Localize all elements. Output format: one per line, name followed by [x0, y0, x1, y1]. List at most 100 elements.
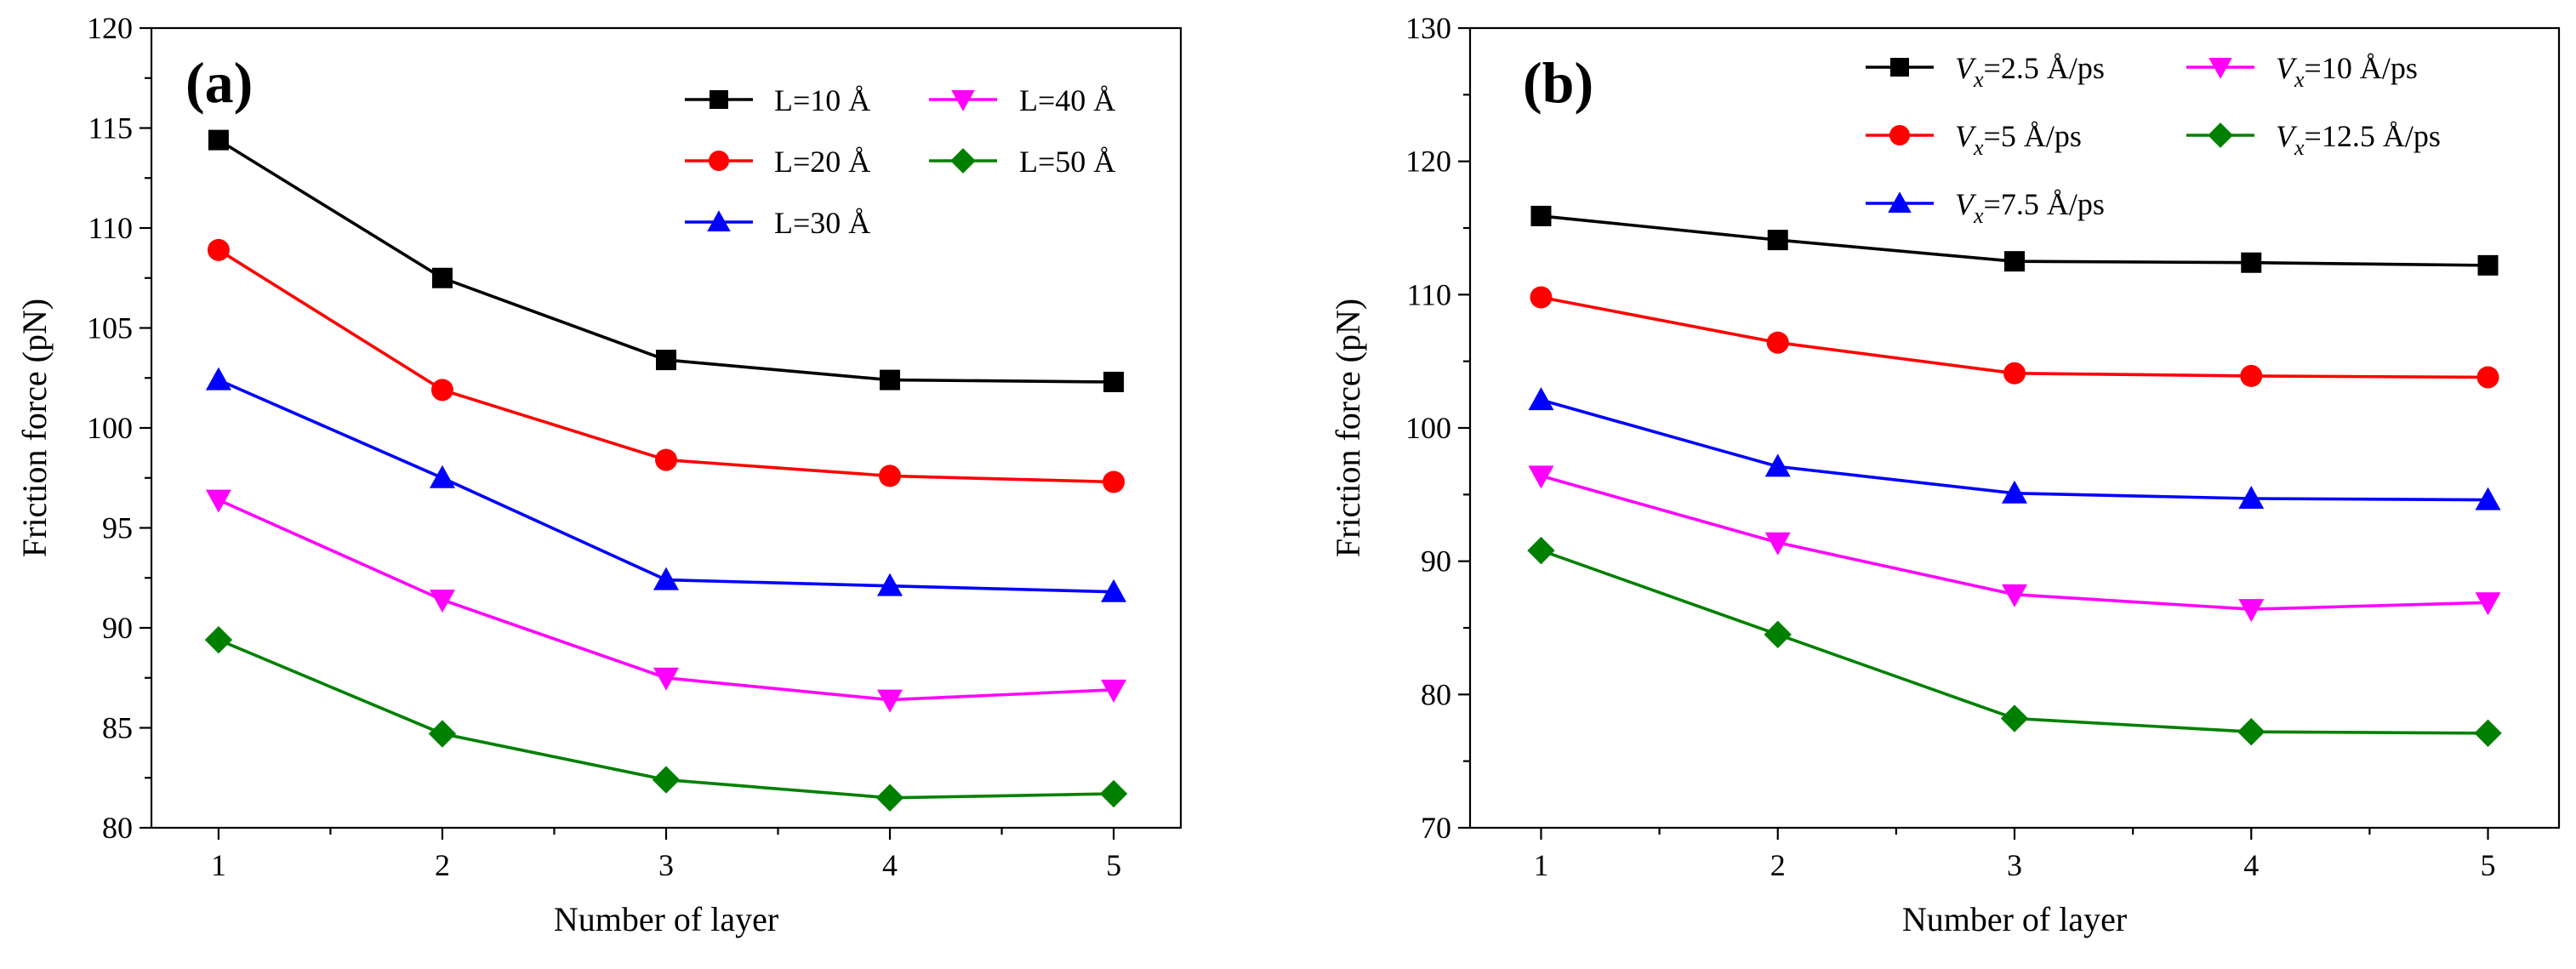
y-tick-label-a: 110	[88, 211, 133, 245]
y-tick-label-a: 105	[87, 311, 133, 345]
data-point	[430, 379, 453, 402]
data-point	[1099, 779, 1128, 808]
legend-label: L=10 Å	[774, 83, 870, 117]
data-point	[1101, 579, 1127, 602]
data-point	[2475, 487, 2501, 510]
data-point	[877, 689, 903, 713]
data-point	[652, 766, 681, 794]
data-point	[2477, 254, 2499, 276]
legend-marker	[710, 90, 728, 109]
legend-marker	[951, 90, 975, 111]
legend-item: L=40 Å	[929, 83, 1115, 117]
legend-marker	[1890, 58, 1909, 77]
panel-label-b: (b)	[1523, 50, 1593, 115]
series-a-2	[205, 367, 1127, 602]
legend-label: L=20 Å	[774, 145, 870, 179]
data-point	[2474, 719, 2502, 747]
panel-a: 80 85 90 95 100 105 110 115 120 1 2 3 4 5 (a) Number …	[15, 11, 1183, 938]
x-tick-label-b: 1	[1533, 848, 1548, 882]
y-tick-label-b: 110	[1406, 277, 1451, 311]
y-tick-label-a: 120	[87, 11, 133, 45]
data-point	[204, 625, 233, 654]
legend-marker	[707, 210, 731, 231]
legend-marker	[1888, 191, 1912, 213]
data-point	[429, 465, 455, 488]
legend-marker	[709, 151, 729, 171]
data-point	[205, 489, 231, 513]
data-point	[875, 784, 904, 812]
x-tick-label-b: 5	[2481, 848, 2496, 882]
legend-label: Vx=10 Å/ps	[2276, 51, 2418, 92]
data-point	[2002, 584, 2027, 607]
data-point	[2238, 486, 2265, 510]
legend-marker	[2208, 123, 2233, 148]
data-point	[1103, 371, 1125, 392]
y-tick-label-b: 80	[1421, 677, 1451, 711]
data-point	[1101, 679, 1127, 703]
legend-b: Vx=2.5 Å/ps Vx=5 Å/ps Vx=7.5 Å/ps Vx=10 Å/p…	[1866, 51, 2441, 228]
legend-label: Vx=12.5 Å/ps	[2276, 119, 2441, 160]
legend-marker	[1889, 125, 1910, 145]
y-tick-label-a: 95	[102, 511, 133, 545]
series-group-a	[204, 129, 1128, 812]
data-point	[429, 590, 455, 613]
y-tick-label-a: 80	[102, 811, 133, 845]
legend-label: Vx=7.5 Å/ps	[1955, 187, 2105, 228]
y-tick-label-a: 100	[87, 411, 133, 445]
x-axis-title-a: Number of layer	[554, 900, 778, 938]
panel-label-a: (a)	[185, 50, 253, 115]
data-point	[880, 369, 901, 390]
x-tick-label-a: 5	[1106, 848, 1121, 882]
data-point	[428, 720, 457, 748]
legend-item: Vx=2.5 Å/ps	[1866, 51, 2105, 92]
y-tick-label-a: 90	[102, 611, 133, 645]
series-a-4	[204, 625, 1128, 812]
series-a-1	[207, 238, 1126, 493]
legend-marker	[950, 148, 976, 174]
series-a-3	[205, 489, 1127, 713]
y-tick-label-a: 115	[88, 111, 133, 145]
legend-label: L=50 Å	[1019, 145, 1115, 179]
legend-marker	[2208, 58, 2232, 79]
series-b-0	[1530, 205, 2499, 276]
data-point	[1767, 230, 1788, 251]
data-point	[2241, 252, 2262, 273]
data-point	[653, 567, 679, 590]
data-point	[2002, 480, 2027, 504]
x-tick-label-b: 3	[2007, 848, 2022, 882]
data-point	[1528, 465, 1554, 489]
legend-label: L=40 Å	[1019, 83, 1115, 117]
data-point	[2476, 366, 2499, 389]
axes-a: 80 85 90 95 100 105 110 115 120 1 2 3 4 5	[87, 11, 1121, 882]
data-point	[1530, 286, 1553, 309]
x-tick-label-a: 2	[435, 848, 450, 882]
y-tick-label-b: 130	[1405, 11, 1451, 45]
legend-item: Vx=7.5 Å/ps	[1866, 187, 2105, 228]
series-b-1	[1530, 286, 2499, 389]
y-tick-label-a: 85	[102, 711, 133, 745]
data-point	[877, 573, 903, 596]
legend-item: L=50 Å	[929, 145, 1115, 179]
data-point	[1530, 205, 1552, 226]
series-b-3	[1528, 465, 2501, 623]
data-point	[1103, 470, 1126, 493]
legend-a: L=10 Å L=20 Å L=30 Å L=40 Å L=50 Å	[685, 83, 1115, 240]
x-axis-title-b: Number of layer	[1902, 900, 2127, 938]
legend-item: L=30 Å	[685, 206, 870, 240]
data-point	[1764, 532, 1791, 556]
y-axis-title-b: Friction force (pN)	[1329, 299, 1367, 557]
data-point	[1766, 331, 1789, 354]
legend-label: Vx=5 Å/ps	[1955, 119, 2082, 160]
data-point	[656, 350, 676, 371]
data-point	[2004, 251, 2025, 272]
series-a-0	[208, 129, 1125, 392]
y-axis-title-a: Friction force (pN)	[15, 299, 54, 557]
axes-b: 70 80 90 100 110 120 130 1 2 3 4 5	[1405, 11, 2496, 882]
data-point	[1528, 387, 1554, 411]
data-point	[205, 367, 231, 390]
x-tick-label-b: 2	[1770, 848, 1786, 882]
data-point	[2238, 599, 2265, 623]
x-tick-label-a: 1	[211, 848, 226, 882]
y-tick-label-b: 70	[1421, 811, 1451, 845]
data-point	[879, 465, 902, 487]
